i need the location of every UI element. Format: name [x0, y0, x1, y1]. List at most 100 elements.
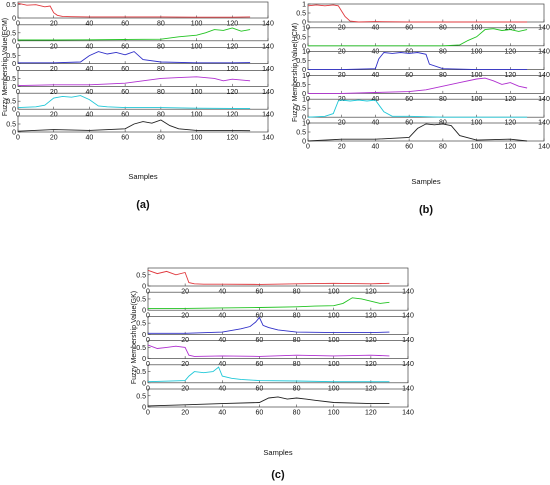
x-tick-label: 80 — [293, 410, 301, 417]
subplot-frame — [147, 388, 409, 408]
x-tick-label: 60 — [121, 112, 129, 119]
series-line-green — [148, 297, 390, 309]
y-tick-label: 0.5 — [296, 11, 306, 18]
y-tick-label: 0 — [12, 16, 16, 23]
y-tick-label: 0.5 — [6, 30, 16, 37]
y-tick-label: 0.5 — [136, 296, 146, 303]
y-tick-label: 0.5 — [296, 130, 306, 137]
subplot-frame — [147, 291, 409, 311]
series-line-blue — [18, 51, 251, 64]
series-line-cyan — [147, 366, 390, 383]
x-tick-label: 40 — [86, 43, 94, 50]
y-tick-label: 0 — [302, 139, 306, 146]
y-tick-label: 0 — [142, 405, 146, 412]
x-tick-label: 100 — [191, 89, 203, 96]
x-tick-label: 140 — [262, 135, 274, 142]
y-axis-label: Fuzzy Membership Value(FCM) — [2, 18, 9, 116]
y-tick-label: 0.5 — [136, 321, 146, 328]
y-tick-label: 0 — [12, 107, 16, 114]
y-tick-label: 0.5 — [296, 34, 306, 41]
y-tick-label: 0 — [12, 61, 16, 68]
x-axis-label: Samples — [411, 177, 440, 186]
x-tick-label: 80 — [157, 112, 165, 119]
x-tick-label: 100 — [191, 135, 203, 142]
panel-label: (b) — [419, 204, 433, 216]
y-tick-label: 0 — [142, 308, 146, 315]
series-line-green — [18, 27, 251, 41]
x-tick-label: 140 — [262, 112, 274, 119]
subplot-frame — [147, 364, 409, 384]
x-tick-label: 0 — [16, 43, 20, 50]
y-tick-label: 0 — [302, 43, 306, 50]
y-tick-label: 0 — [302, 91, 306, 98]
subplot-frame — [147, 340, 409, 359]
series-line-magenta — [147, 344, 390, 357]
x-tick-label: 140 — [538, 144, 550, 151]
series-line-cyan — [307, 99, 528, 118]
x-tick-label: 0 — [16, 66, 20, 73]
panel-label: (a) — [136, 199, 150, 211]
x-tick-label: 20 — [338, 144, 346, 151]
x-tick-label: 60 — [121, 43, 129, 50]
y-tick-label: 0 — [142, 284, 146, 291]
x-tick-label: 40 — [86, 135, 94, 142]
x-tick-label: 40 — [86, 112, 94, 119]
x-tick-label: 60 — [121, 21, 129, 28]
y-tick-label: 0.5 — [296, 82, 306, 89]
y-tick-label: 0 — [142, 356, 146, 363]
y-tick-label: 0.5 — [136, 272, 146, 279]
x-tick-label: 60 — [121, 135, 129, 142]
x-tick-label: 40 — [86, 21, 94, 28]
y-tick-label: 0.5 — [296, 106, 306, 113]
x-tick-label: 20 — [50, 112, 58, 119]
y-tick-label: 0 — [12, 84, 16, 91]
series-line-red — [17, 2, 251, 18]
y-tick-label: 0 — [302, 115, 306, 122]
y-tick-label: 0 — [12, 130, 16, 137]
x-tick-label: 140 — [262, 89, 274, 96]
y-axis-label: Fuzzy Membership Value(GK) — [131, 291, 138, 384]
y-tick-label: 1 — [302, 121, 306, 128]
x-tick-label: 140 — [262, 21, 274, 28]
x-tick-label: 120 — [504, 144, 516, 151]
x-tick-label: 40 — [86, 89, 94, 96]
x-tick-label: 140 — [262, 66, 274, 73]
y-axis-label: Fuzzy Membership Value(HCM) — [292, 23, 299, 122]
x-tick-label: 60 — [121, 66, 129, 73]
x-tick-label: 100 — [471, 144, 483, 151]
x-tick-label: 120 — [226, 66, 238, 73]
y-tick-label: 0.5 — [6, 122, 16, 129]
subplot-frame — [147, 316, 409, 335]
x-tick-label: 0 — [16, 21, 20, 28]
panel-label: (c) — [271, 469, 285, 481]
x-tick-label: 40 — [218, 410, 226, 417]
x-tick-label: 20 — [50, 89, 58, 96]
chart-panel-2: 00.5102040608010012014000.51020406080100… — [292, 2, 550, 217]
y-tick-label: 1 — [302, 2, 306, 9]
y-tick-label: 0 — [302, 67, 306, 74]
x-tick-label: 80 — [157, 43, 165, 50]
series-line-magenta — [17, 76, 251, 87]
x-tick-label: 140 — [262, 43, 274, 50]
y-tick-label: 0 — [142, 380, 146, 387]
x-tick-label: 120 — [226, 89, 238, 96]
x-tick-label: 120 — [226, 21, 238, 28]
x-tick-label: 60 — [405, 144, 413, 151]
x-tick-label: 80 — [157, 21, 165, 28]
series-line-red — [307, 4, 528, 23]
x-tick-label: 80 — [157, 89, 165, 96]
y-tick-label: 0.5 — [136, 393, 146, 400]
x-tick-label: 40 — [372, 144, 380, 151]
y-tick-label: 0.5 — [6, 76, 16, 83]
x-tick-label: 0 — [146, 410, 150, 417]
x-tick-label: 20 — [50, 21, 58, 28]
x-axis-label: Samples — [263, 448, 292, 457]
x-tick-label: 0 — [16, 112, 20, 119]
x-tick-label: 60 — [256, 410, 264, 417]
x-tick-label: 60 — [121, 89, 129, 96]
series-line-blue — [148, 316, 390, 334]
y-tick-label: 0 — [12, 38, 16, 45]
y-tick-label: 1 — [302, 25, 306, 32]
x-tick-label: 120 — [226, 112, 238, 119]
